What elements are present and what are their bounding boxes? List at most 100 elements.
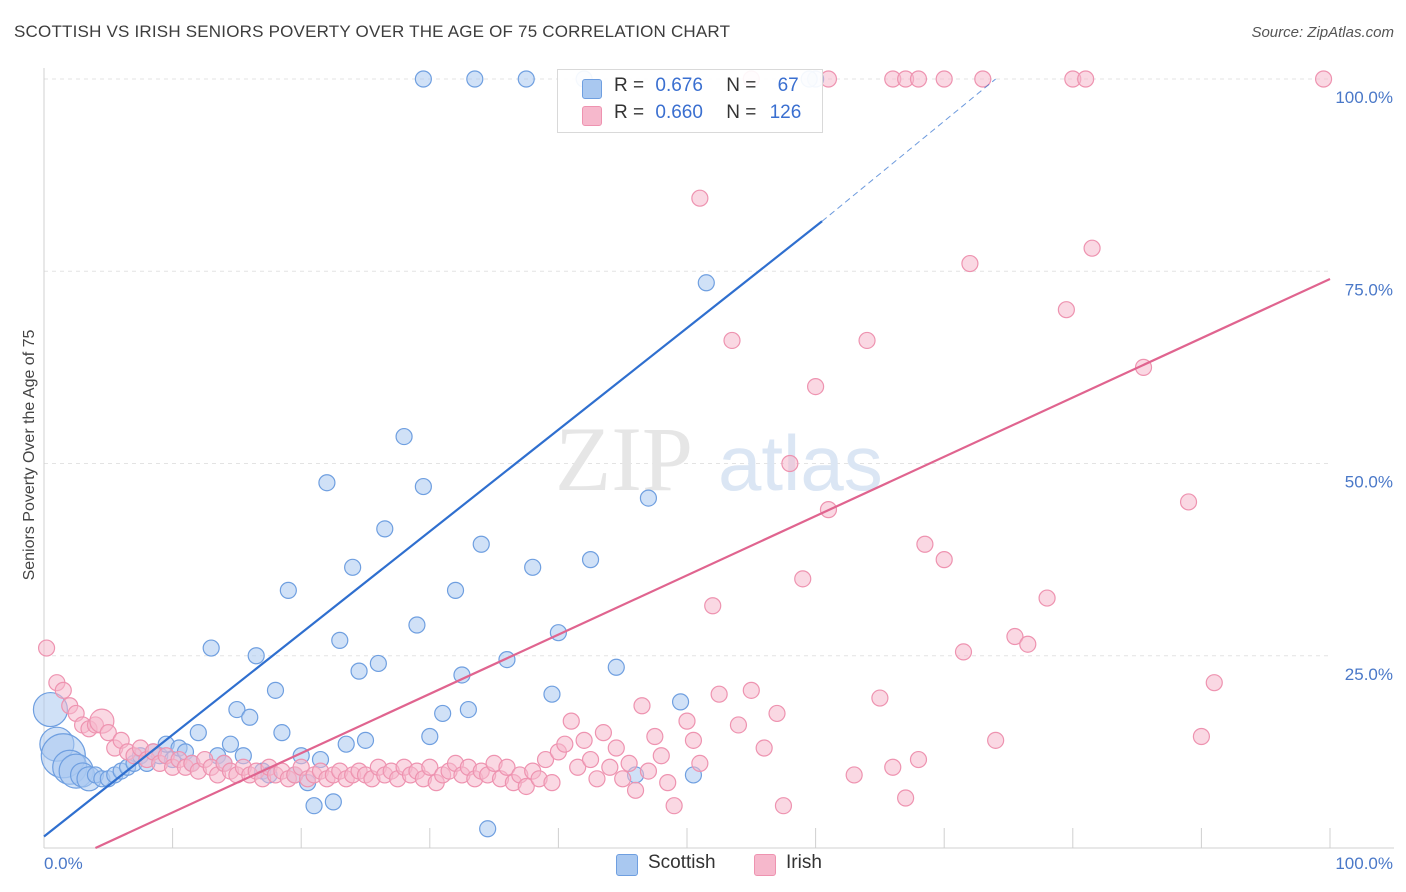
scottish-point [356, 731, 375, 749]
irish-point [691, 754, 709, 773]
irish-point [935, 70, 953, 88]
y-tick-label: 100.0% [1335, 88, 1393, 107]
irish-point [987, 731, 1005, 749]
y-tick-label: 25.0% [1345, 665, 1393, 684]
stats-legend: R = 0.676 N = 67 R = 0.660 N = 126 [557, 69, 823, 133]
irish-point [755, 739, 773, 757]
irish-point [620, 754, 638, 773]
irish-point [684, 731, 703, 749]
irish-point [517, 777, 535, 796]
scottish-point [408, 616, 426, 634]
y-tick-label: 75.0% [1345, 280, 1393, 299]
scottish-point [517, 70, 535, 88]
r-label: R = [614, 75, 645, 96]
irish-point [1314, 70, 1333, 88]
irish-point [588, 770, 606, 788]
irish-point [1179, 493, 1198, 511]
irish-point [806, 378, 825, 396]
irish-point [37, 639, 56, 657]
irish-points [37, 70, 1333, 815]
irish-point [774, 797, 793, 815]
scottish-legend-swatch [616, 854, 638, 876]
irish-point [665, 797, 683, 815]
scottish-point [202, 639, 220, 657]
scottish-point [241, 708, 259, 726]
scottish-point [414, 477, 432, 496]
tick-labels: 25.0% 50.0% 75.0% 100.0% 0.0% 100.0% [44, 88, 1393, 873]
scottish-point [472, 535, 490, 553]
irish-point [601, 758, 619, 776]
irish-point [1006, 627, 1024, 646]
scottish-point [273, 724, 291, 742]
scottish-point [639, 489, 658, 507]
scottish-point [414, 70, 432, 88]
irish-point [1077, 70, 1095, 88]
irish-point [659, 774, 677, 792]
scottish-point [543, 685, 561, 703]
scottish-point [369, 654, 387, 673]
scottish-point [350, 662, 368, 680]
irish-point [498, 758, 516, 776]
irish-point [633, 697, 651, 715]
irish-point [54, 681, 72, 699]
irish-point [678, 712, 696, 730]
irish-point [845, 766, 863, 784]
scottish-point [344, 558, 362, 576]
irish-point [974, 70, 992, 88]
scottish-point [607, 658, 625, 676]
irish-point [569, 758, 587, 776]
scottish-point [305, 797, 323, 815]
irish-point [710, 685, 728, 703]
scottish-point [331, 631, 349, 649]
n-label: N = [726, 75, 757, 96]
irish-point [1038, 589, 1056, 607]
irish-point [556, 735, 574, 753]
scottish-point [279, 581, 297, 599]
irish-point [594, 724, 613, 742]
scottish-point [479, 820, 497, 838]
x-tick-label: 100.0% [1335, 854, 1393, 873]
irish-point [858, 331, 876, 350]
irish-point [781, 454, 799, 473]
scottish-point [581, 551, 600, 569]
irish-point [543, 774, 561, 792]
scottish-point [376, 520, 394, 538]
scottish-point [697, 274, 715, 292]
irish-point [704, 597, 722, 615]
irish-point [639, 762, 658, 780]
irish-point [99, 724, 117, 742]
irish-legend-swatch [754, 854, 776, 876]
watermark: ZIP atlas [555, 408, 883, 510]
irish-point [421, 758, 439, 776]
n-value-scottish: 67 [777, 75, 799, 96]
irish-point [909, 750, 928, 769]
scottish-point [466, 70, 484, 88]
scottish-points [32, 70, 825, 838]
trendlines [43, 78, 1331, 849]
scottish-trendline-extension [821, 78, 996, 222]
r-label: R = [614, 102, 645, 123]
scottish-point [247, 647, 265, 665]
irish-point [1019, 635, 1037, 653]
x-tick-label: 0.0% [44, 854, 83, 873]
scottish-point [459, 700, 477, 719]
irish-point [871, 689, 889, 707]
irish-point [1205, 674, 1223, 692]
watermark-atlas: atlas [718, 419, 883, 507]
r-value-scottish: 0.676 [655, 75, 703, 96]
irish-point [581, 750, 600, 769]
scottish-trendline [43, 220, 823, 838]
r-value-irish: 0.660 [655, 102, 703, 123]
irish-point [646, 727, 664, 746]
source-label: Source: ZipAtlas.com [1251, 24, 1394, 41]
scottish-point [421, 727, 439, 746]
irish-point [794, 570, 812, 588]
chart-title: SCOTTISH VS IRISH SENIORS POVERTY OVER T… [14, 22, 731, 41]
irish-point [575, 731, 593, 749]
irish-trendline [94, 277, 1331, 849]
irish-point [729, 716, 748, 734]
irish-point [961, 254, 979, 273]
scottish-point [524, 558, 542, 576]
irish-point [652, 747, 670, 765]
irish-point [626, 781, 645, 799]
